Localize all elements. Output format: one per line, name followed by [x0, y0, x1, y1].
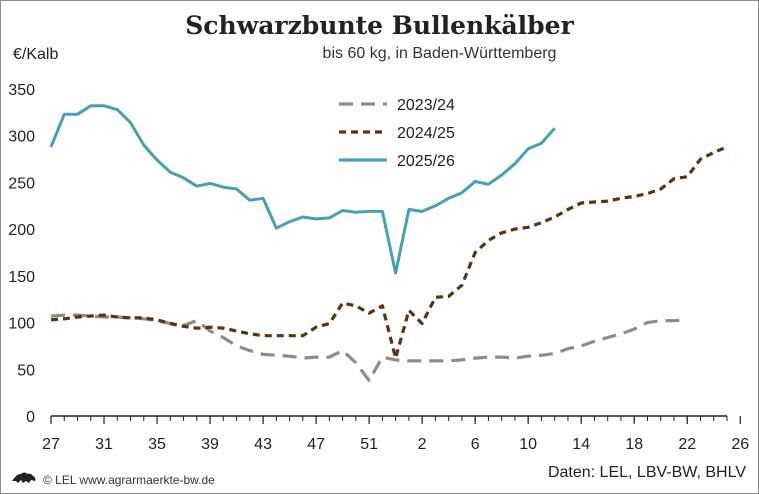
chart-subtitle: bis 60 kg, in Baden-Württemberg: [322, 45, 557, 62]
y-tick-label: 150: [8, 269, 35, 286]
x-tick-label: 2: [418, 436, 427, 453]
x-tick-label: 14: [572, 436, 590, 453]
x-tick-label: 31: [95, 436, 113, 453]
x-tick-label: 18: [625, 436, 643, 453]
x-tick-label: 39: [201, 436, 219, 453]
x-tick-label: 10: [519, 436, 537, 453]
legend-label: 2024/25: [397, 125, 455, 142]
y-tick-label: 0: [26, 409, 35, 426]
legend-label: 2023/24: [397, 97, 455, 114]
y-tick-label: 300: [8, 129, 35, 146]
x-tick-label: 51: [360, 436, 378, 453]
y-tick-label: 50: [17, 362, 35, 379]
series-line-2024-25: [50, 145, 728, 360]
x-tick-label: 47: [307, 436, 325, 453]
copyright-note: © LEL www.agrarmaerkte-bw.de: [11, 471, 215, 488]
y-tick-label: 200: [8, 222, 35, 239]
data-source: Daten: LEL, LBV-BW, BHLV: [547, 464, 746, 481]
copyright-text: © LEL www.agrarmaerkte-bw.de: [43, 472, 215, 487]
series-line-2023-24: [50, 313, 688, 383]
x-tick-label: 26: [731, 436, 749, 453]
x-tick-label: 27: [42, 436, 60, 453]
y-tick-label: 250: [8, 175, 35, 192]
lion-logo-icon: [11, 471, 37, 488]
legend-label: 2025/26: [397, 153, 455, 170]
series-line-2025-26: [49, 104, 556, 275]
y-axis-label: €/Kalb: [13, 46, 59, 63]
x-tick-label: 43: [254, 436, 272, 453]
x-tick-label: 22: [678, 436, 696, 453]
x-tick-label: 6: [471, 436, 480, 453]
y-tick-label: 350: [8, 82, 35, 99]
chart-title: Schwarzbunte Bullenkälber: [185, 11, 574, 40]
x-tick-label: 35: [148, 436, 166, 453]
y-tick-label: 100: [8, 316, 35, 333]
